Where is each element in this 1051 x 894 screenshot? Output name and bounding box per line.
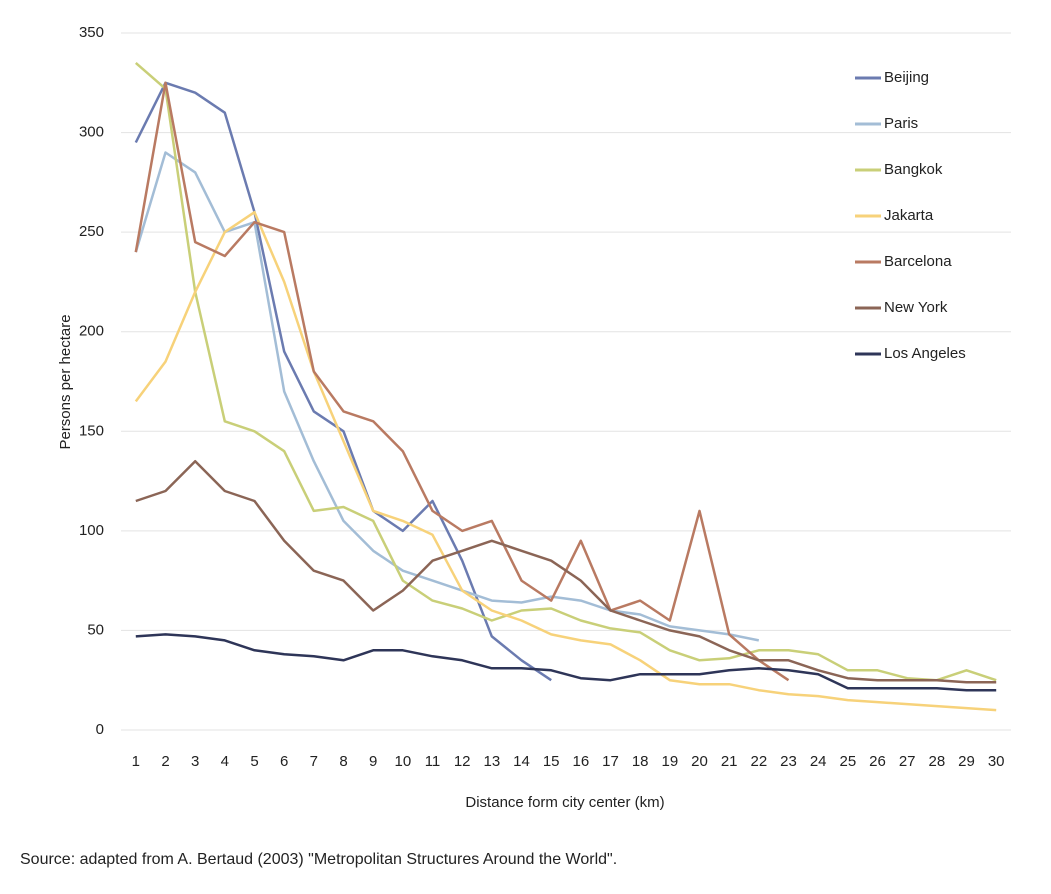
x-tick-label: 4 bbox=[221, 753, 229, 770]
source-note: Source: adapted from A. Bertaud (2003) "… bbox=[20, 851, 617, 868]
y-tick-label: 150 bbox=[79, 422, 104, 439]
legend-label: Paris bbox=[884, 115, 918, 132]
x-tick-label: 9 bbox=[369, 753, 377, 770]
x-tick-label: 17 bbox=[602, 753, 619, 770]
series-line bbox=[134, 81, 790, 682]
series-line bbox=[134, 81, 552, 682]
x-tick-label: 13 bbox=[483, 753, 500, 770]
x-tick-label: 11 bbox=[425, 753, 441, 770]
x-tick-label: 22 bbox=[750, 753, 767, 770]
y-tick-label: 250 bbox=[79, 223, 104, 240]
x-tick-label: 8 bbox=[339, 753, 347, 770]
legend-label: Jakarta bbox=[884, 207, 934, 224]
x-tick-label: 18 bbox=[632, 753, 649, 770]
x-tick-label: 14 bbox=[513, 753, 530, 770]
y-tick-label: 300 bbox=[79, 124, 104, 141]
x-tick-label: 15 bbox=[543, 753, 560, 770]
x-tick-label: 23 bbox=[780, 753, 797, 770]
x-tick-label: 28 bbox=[928, 753, 945, 770]
legend-label: New York bbox=[884, 299, 948, 316]
y-tick-label: 50 bbox=[87, 621, 104, 638]
x-tick-label: 16 bbox=[572, 753, 589, 770]
y-tick-label: 100 bbox=[79, 522, 104, 539]
x-tick-label: 19 bbox=[661, 753, 678, 770]
x-tick-label: 30 bbox=[988, 753, 1005, 770]
y-tick-label: 200 bbox=[79, 323, 104, 340]
x-tick-label: 6 bbox=[280, 753, 288, 770]
series-line bbox=[135, 633, 997, 692]
x-tick-label: 12 bbox=[454, 753, 471, 770]
x-tick-label: 7 bbox=[310, 753, 318, 770]
legend-label: Barcelona bbox=[884, 253, 952, 270]
legend-label: Beijing bbox=[884, 69, 929, 86]
series-line bbox=[134, 151, 760, 642]
x-tick-label: 29 bbox=[958, 753, 975, 770]
x-tick-label: 5 bbox=[250, 753, 258, 770]
x-tick-label: 24 bbox=[810, 753, 827, 770]
x-tick-label: 27 bbox=[899, 753, 916, 770]
x-tick-label: 21 bbox=[721, 753, 738, 770]
y-axis-label: Persons per hectare bbox=[57, 314, 74, 449]
series-line bbox=[134, 61, 997, 682]
legend-label: Bangkok bbox=[884, 161, 943, 178]
x-tick-label: 26 bbox=[869, 753, 886, 770]
x-tick-label: 3 bbox=[191, 753, 199, 770]
x-tick-label: 2 bbox=[161, 753, 169, 770]
y-tick-label: 350 bbox=[79, 24, 104, 41]
series-line bbox=[134, 210, 997, 712]
x-axis-label: Distance form city center (km) bbox=[465, 794, 664, 811]
x-tick-label: 10 bbox=[394, 753, 411, 770]
x-tick-label: 20 bbox=[691, 753, 708, 770]
series-line bbox=[135, 459, 997, 684]
y-tick-label: 0 bbox=[96, 721, 104, 738]
x-tick-label: 25 bbox=[839, 753, 856, 770]
x-tick-label: 1 bbox=[132, 753, 140, 770]
legend-label: Los Angeles bbox=[884, 345, 966, 362]
